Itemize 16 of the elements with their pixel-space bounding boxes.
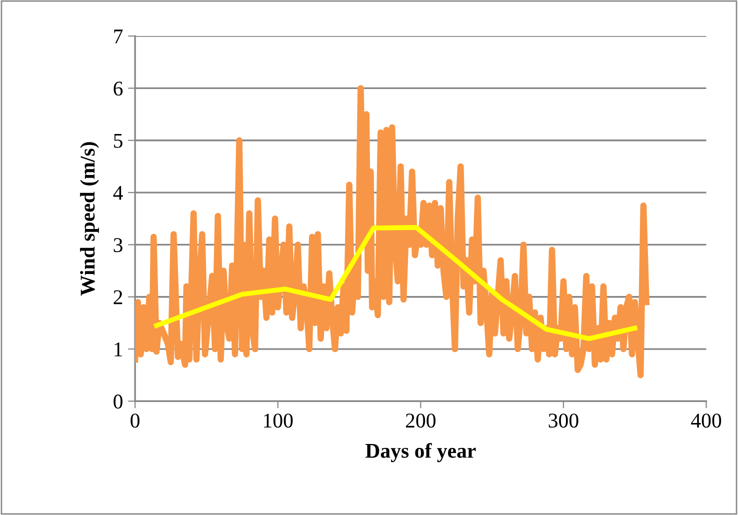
x-tick-label: 0 (130, 414, 140, 428)
x-axis-title: Days of year (365, 442, 476, 462)
y-tick-label: 5 (114, 134, 122, 148)
y-tick-label: 7 (114, 30, 123, 44)
y-tick-label: 6 (114, 82, 123, 96)
y-axis-title: Wind speed (m/s) (80, 142, 99, 296)
y-tick-label: 4 (113, 186, 123, 200)
y-tick-label: 2 (114, 290, 122, 304)
x-tick-label: 200 (406, 414, 436, 428)
y-tick-label: 3 (114, 238, 122, 252)
x-tick-label: 400 (691, 414, 722, 428)
y-tick-label: 0 (114, 394, 122, 409)
x-tick-label: 100 (264, 414, 293, 428)
y-tick-label: 1 (114, 342, 122, 356)
x-tick-label: 300 (548, 414, 578, 428)
line-series (154, 225, 638, 342)
